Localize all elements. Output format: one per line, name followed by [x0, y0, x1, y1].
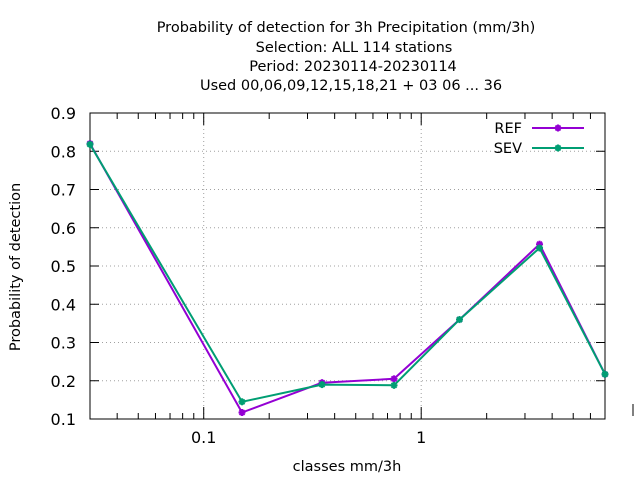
data-point-ref	[390, 375, 398, 383]
legend: REF SEV	[494, 121, 584, 157]
y-tick-label: 0.9	[51, 104, 76, 123]
legend-marker-ref	[554, 124, 562, 132]
y-tick-label: 0.7	[51, 181, 76, 200]
y-tick-label: 0.6	[51, 219, 76, 238]
tick-labels: 0.1 0.2 0.3 0.4 0.5 0.6 0.7 0.8 0.9 0.1 1	[51, 104, 427, 447]
title-line-3: Period: 20230114-20230114	[249, 59, 457, 75]
data-point-sev	[318, 381, 326, 389]
title-line-4: Used 00,06,09,12,15,18,21 + 03 06 ... 36	[200, 78, 502, 94]
data-point-sev	[86, 140, 94, 148]
data-point-sev	[456, 316, 464, 324]
title-line-1: Probability of detection for 3h Precipit…	[157, 20, 536, 36]
grid	[90, 113, 605, 419]
y-tick-label: 0.3	[51, 334, 76, 353]
series-group	[86, 140, 609, 416]
legend-label-sev: SEV	[494, 141, 522, 157]
series-line-ref	[89, 143, 606, 414]
data-point-sev	[238, 398, 246, 406]
y-axis-label: Probability of detection	[8, 183, 24, 351]
plot-frame	[89, 112, 606, 420]
y-tick-label: 0.1	[51, 410, 76, 429]
y-tick-label: 0.4	[51, 295, 76, 314]
data-point-ref	[238, 408, 246, 416]
axis-ticks	[90, 112, 634, 420]
x-tick-label: 1	[416, 428, 426, 447]
x-axis-label: classes mm/3h	[293, 459, 402, 475]
y-tick-label: 0.2	[51, 372, 76, 391]
data-point-sev	[601, 370, 609, 378]
chart-title: Probability of detection for 3h Precipit…	[157, 20, 536, 94]
legend-label-ref: REF	[494, 121, 522, 137]
data-point-sev	[390, 381, 398, 389]
series-line-sev	[89, 143, 606, 403]
x-tick-label: 0.1	[191, 428, 216, 447]
legend-marker-sev	[554, 144, 562, 152]
y-tick-label: 0.8	[51, 142, 76, 161]
y-tick-label: 0.5	[51, 257, 76, 276]
title-line-2: Selection: ALL 114 stations	[256, 40, 453, 56]
data-point-sev	[536, 244, 544, 252]
